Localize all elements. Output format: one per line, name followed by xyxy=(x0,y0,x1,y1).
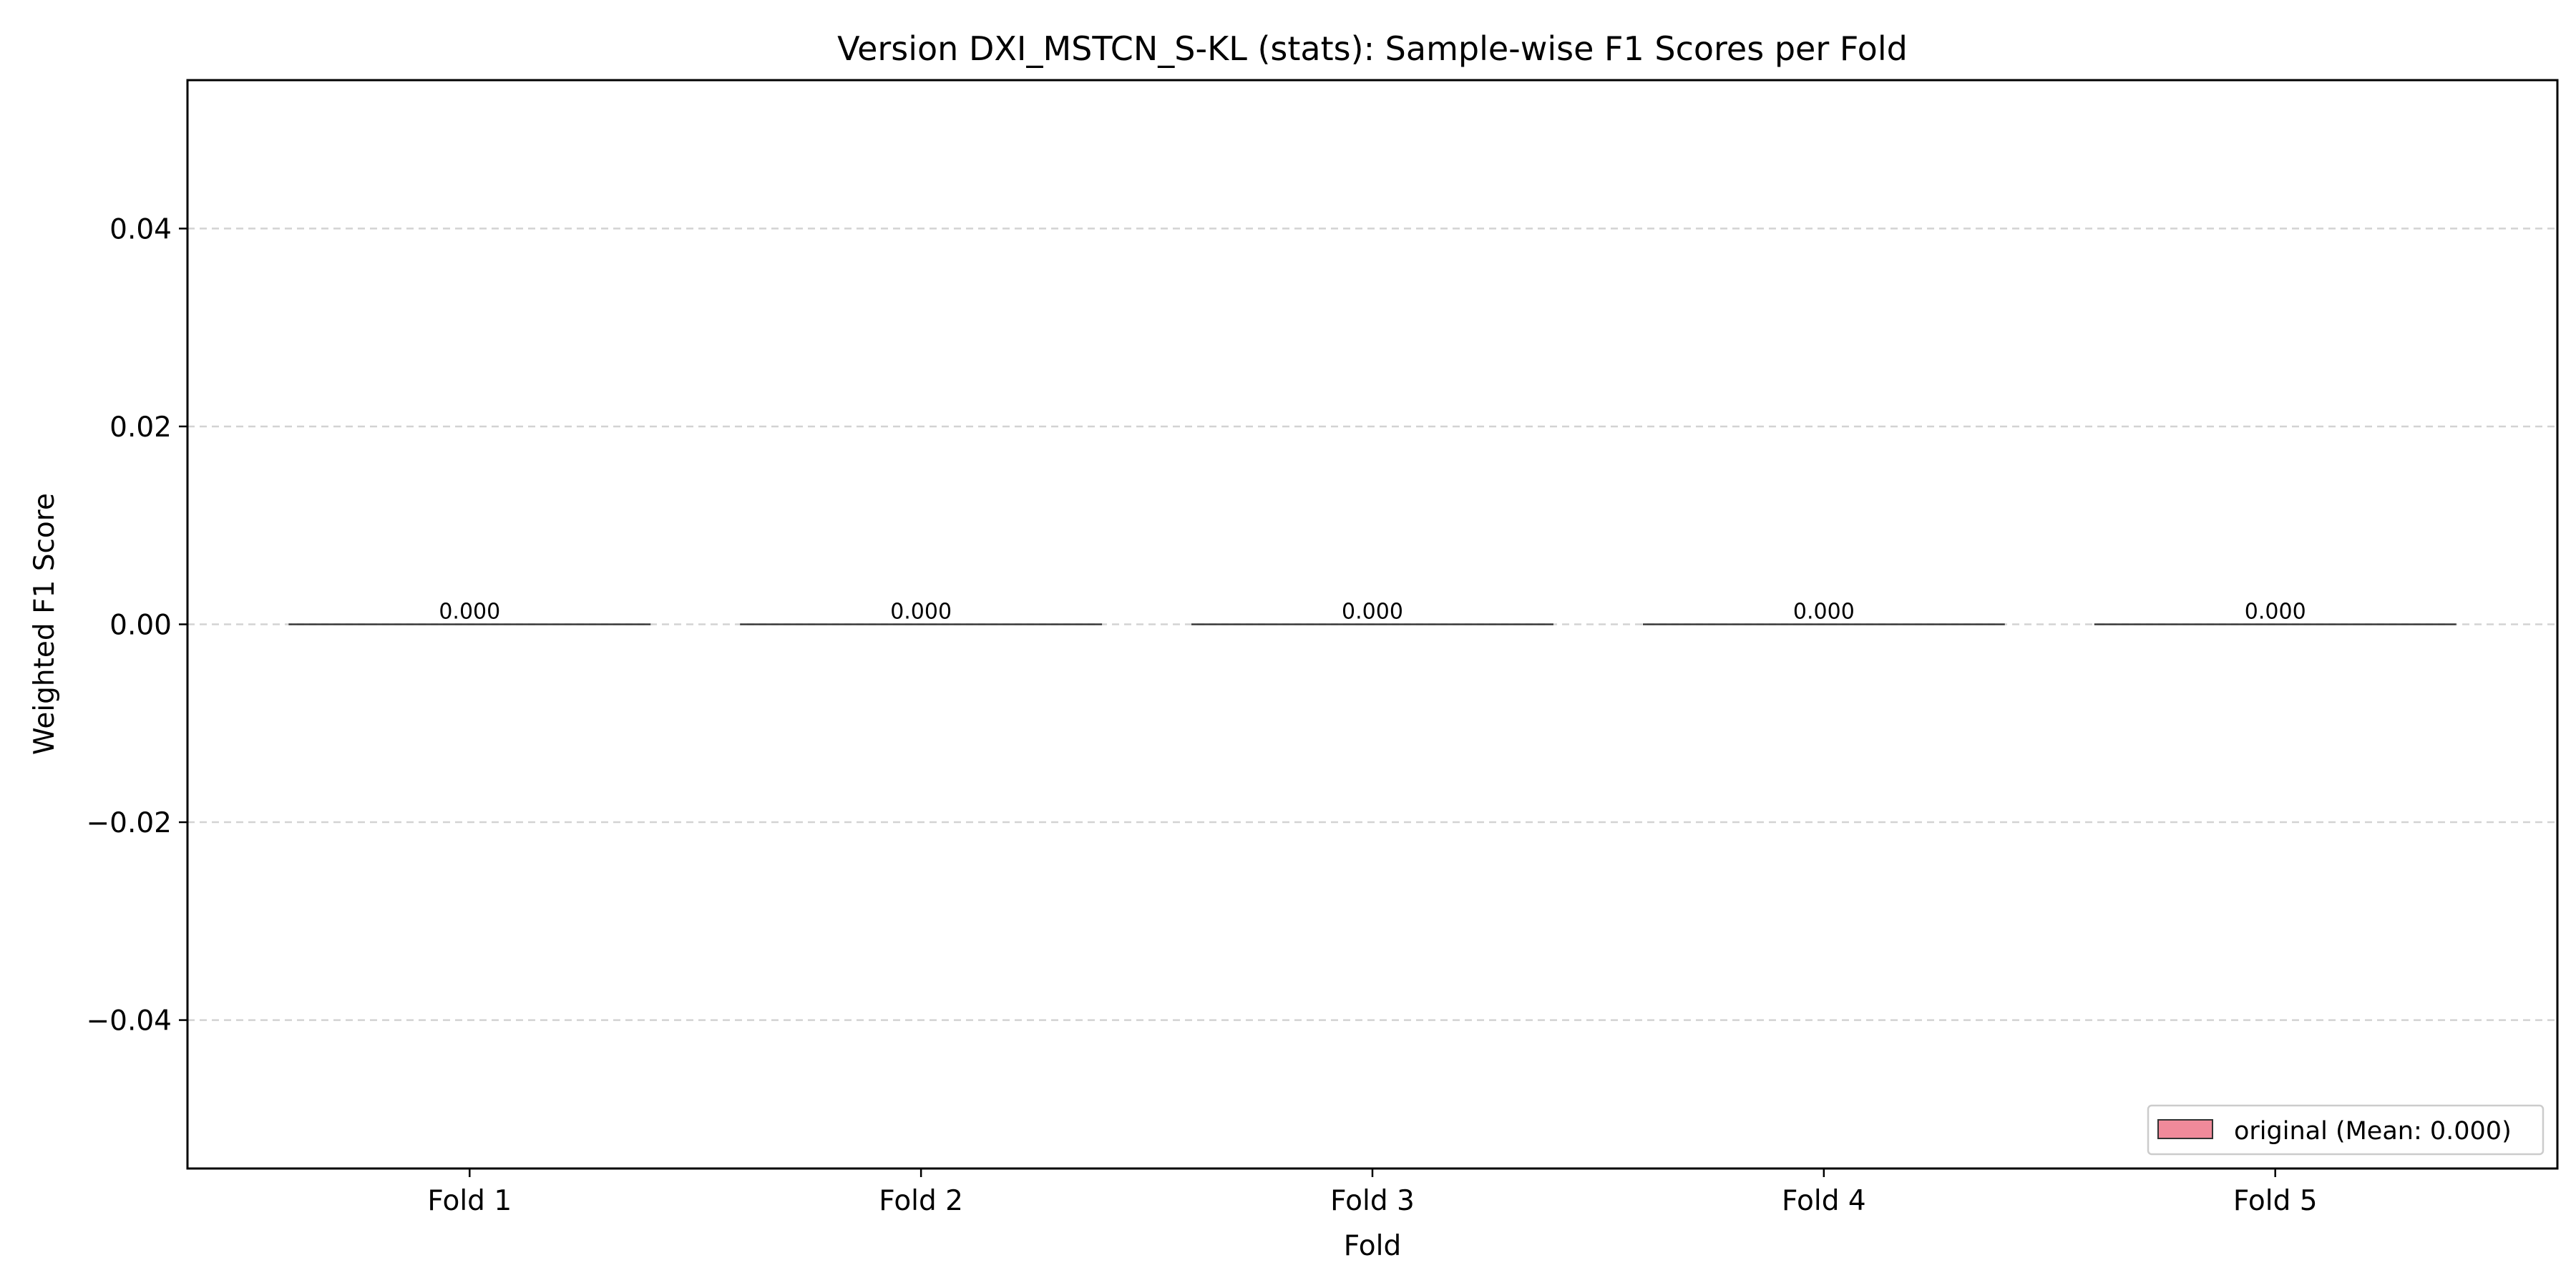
x-axis-ticks: Fold 1 Fold 2 Fold 3 Fold 4 Fold 5 xyxy=(427,1169,2318,1217)
bars xyxy=(288,623,2457,625)
bar-value-label: 0.000 xyxy=(890,600,952,625)
x-tick-label: Fold 3 xyxy=(1330,1185,1415,1217)
x-tick-label: Fold 4 xyxy=(1782,1185,1866,1217)
legend-frame xyxy=(2147,1104,2545,1156)
bar-value-label: 0.000 xyxy=(1793,600,1855,625)
bar xyxy=(288,623,651,625)
bar xyxy=(1191,623,1553,625)
bar xyxy=(1642,623,2005,625)
x-tick-label: Fold 1 xyxy=(427,1185,512,1217)
legend-swatch xyxy=(2157,1119,2213,1139)
y-tick-label: 0.00 xyxy=(109,610,172,642)
y-tick-label: −0.04 xyxy=(86,1005,172,1038)
chart-title: Version DXI_MSTCN_S-KL (stats): Sample-w… xyxy=(837,29,1908,68)
legend: original (Mean: 0.000) xyxy=(2147,1104,2545,1156)
y-tick-label: −0.02 xyxy=(86,807,172,839)
bar-value-label: 0.000 xyxy=(2245,600,2306,625)
y-tick-label: 0.02 xyxy=(109,411,172,444)
x-tick-label: Fold 5 xyxy=(2233,1185,2318,1217)
x-tick-label: Fold 2 xyxy=(879,1185,963,1217)
y-axis-label: Weighted F1 Score xyxy=(29,493,61,755)
bar xyxy=(740,623,1103,625)
bar-value-label: 0.000 xyxy=(439,600,500,625)
bar-value-label: 0.000 xyxy=(1342,600,1403,625)
legend-label: original (Mean: 0.000) xyxy=(2234,1117,2512,1146)
bar-value-labels: 0.000 0.000 0.000 0.000 0.000 xyxy=(439,600,2306,625)
x-axis-label: Fold xyxy=(1344,1230,1402,1262)
y-axis-ticks: −0.04 −0.02 0.00 0.02 0.04 xyxy=(86,213,187,1038)
y-tick-label: 0.04 xyxy=(109,213,172,245)
bar xyxy=(2094,623,2457,625)
